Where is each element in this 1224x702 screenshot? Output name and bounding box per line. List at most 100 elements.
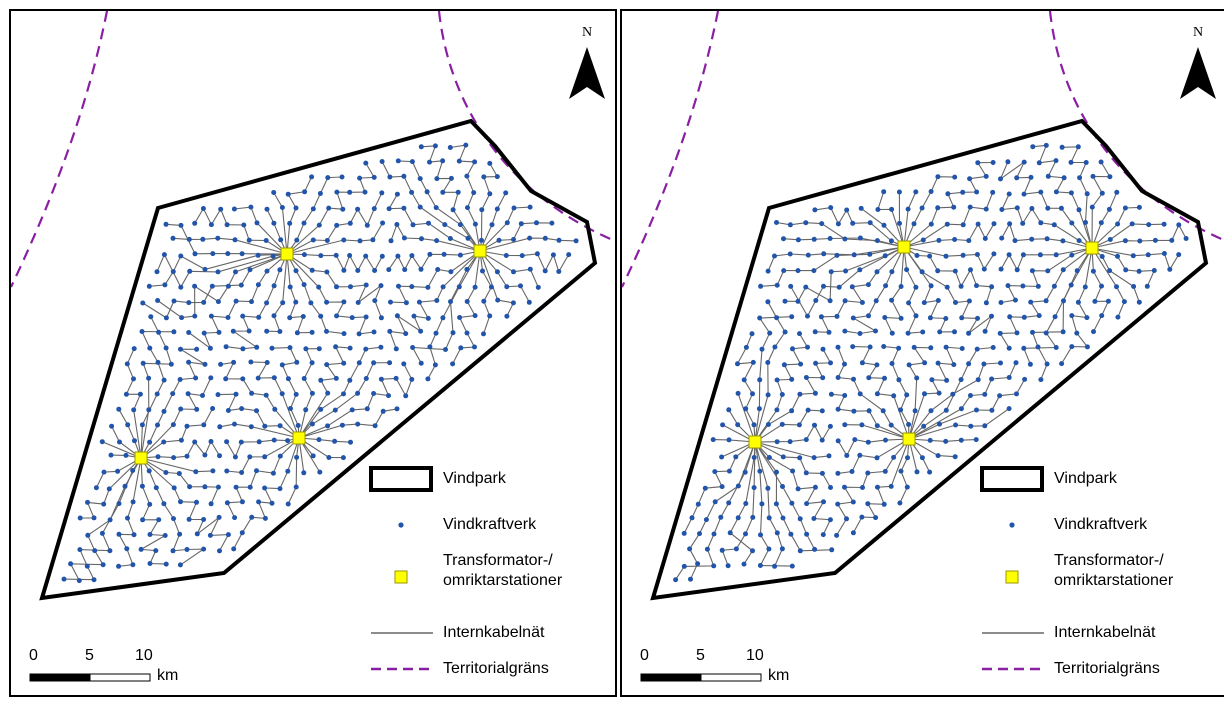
turbine-88 xyxy=(534,220,539,226)
turbine-68 xyxy=(224,222,230,228)
turbine-215 xyxy=(464,299,470,304)
turbine-392 xyxy=(161,439,167,445)
turbine-26 xyxy=(896,189,902,195)
turbine-51 xyxy=(340,206,346,212)
turbine-281 xyxy=(990,345,996,350)
turbine-40 xyxy=(487,191,493,197)
turbine-7 xyxy=(409,159,415,165)
turbine-42 xyxy=(200,206,206,211)
cable-string-32 xyxy=(479,222,552,252)
turbine-204 xyxy=(293,299,299,305)
cable-string-28 xyxy=(1091,161,1111,249)
turbine-326 xyxy=(989,376,995,382)
turbine-500 xyxy=(116,563,122,569)
turbine-392 xyxy=(835,438,841,444)
turbine-241 xyxy=(472,313,478,319)
turbine-481 xyxy=(177,531,183,537)
cable-string-2 xyxy=(814,206,905,248)
turbine-25 xyxy=(881,189,887,195)
turbine-320 xyxy=(255,375,261,381)
turbine-478 xyxy=(774,530,780,536)
turbine-69 xyxy=(867,220,873,226)
turbine-245 xyxy=(797,331,802,337)
turbine-220 xyxy=(789,314,795,320)
turbine-307 xyxy=(387,360,393,366)
turbine-13 xyxy=(309,174,315,180)
turbine-238 xyxy=(1069,313,1075,319)
turbine-179 xyxy=(316,284,322,290)
turbine-127 xyxy=(974,252,980,257)
turbine-355 xyxy=(819,408,825,414)
turbine-340 xyxy=(891,393,897,399)
turbine-98 xyxy=(920,237,926,243)
turbine-86 xyxy=(504,220,510,226)
turbine-161 xyxy=(464,266,470,272)
turbine-329 xyxy=(393,375,399,381)
turbine-375 xyxy=(827,423,833,429)
turbine-111 xyxy=(1137,238,1143,244)
cable-string-29 xyxy=(1091,192,1118,249)
turbine-152 xyxy=(324,269,330,275)
turbine-227 xyxy=(898,315,904,321)
turbine-97 xyxy=(888,238,894,244)
turbine-180 xyxy=(958,283,964,289)
turbine-0 xyxy=(1030,144,1036,150)
turbine-344 xyxy=(950,391,956,397)
turbine-425 xyxy=(193,469,199,475)
turbine-100 xyxy=(952,237,958,242)
turbine-64 xyxy=(163,221,169,227)
turbine-327 xyxy=(1006,375,1012,380)
cable-string-54 xyxy=(298,363,413,439)
legend-label-territorial: Territorialgräns xyxy=(443,660,549,677)
turbine-198 xyxy=(842,298,848,304)
turbine-384 xyxy=(968,423,974,429)
cable-string-31 xyxy=(1091,223,1165,249)
turbine-229 xyxy=(927,315,933,321)
turbine-397 xyxy=(943,438,949,444)
turbine-232 xyxy=(334,313,340,319)
turbine-316 xyxy=(835,375,841,380)
cable-string-34 xyxy=(1091,247,1156,287)
turbine-39 xyxy=(471,190,477,196)
turbine-362 xyxy=(288,406,293,411)
substation-2 xyxy=(902,432,916,446)
turbine-130 xyxy=(1020,252,1026,258)
turbine-134 xyxy=(441,251,447,257)
turbine-421 xyxy=(130,468,136,473)
turbine-430 xyxy=(270,470,276,476)
cable-string-7 xyxy=(903,176,955,248)
turbine-422 xyxy=(146,468,152,474)
turbine-401 xyxy=(316,437,322,443)
turbine-155 xyxy=(998,266,1004,272)
turbine-453 xyxy=(821,499,826,505)
scale-tick-0: 0 xyxy=(29,647,38,664)
turbine-263 xyxy=(433,330,439,336)
turbine-238 xyxy=(425,315,431,321)
turbine-309 xyxy=(1059,361,1065,367)
turbine-298 xyxy=(248,359,254,365)
turbine-162 xyxy=(480,268,485,274)
turbine-108 xyxy=(447,236,453,241)
turbine-22 xyxy=(1077,175,1083,181)
cable-string-30 xyxy=(479,192,507,252)
turbine-128 xyxy=(347,253,353,258)
turbine-199 xyxy=(859,300,865,305)
turbine-436 xyxy=(122,483,128,489)
turbine-450 xyxy=(116,501,122,507)
turbine-23 xyxy=(1090,173,1096,179)
turbine-244 xyxy=(782,329,788,335)
turbine-228 xyxy=(913,313,919,319)
map-canvas-left xyxy=(11,11,615,601)
turbine-68 xyxy=(850,220,856,226)
turbine-16 xyxy=(983,173,989,179)
turbine-191 xyxy=(504,284,510,290)
turbine-487 xyxy=(733,546,739,552)
turbine-234 xyxy=(1007,314,1013,320)
turbine-93 xyxy=(827,236,833,241)
cable-string-82 xyxy=(118,457,142,567)
turbine-495 xyxy=(217,548,222,554)
turbine-218 xyxy=(510,300,516,306)
scale-tick-10: 10 xyxy=(135,647,153,664)
turbine-221 xyxy=(805,313,810,319)
turbine-218 xyxy=(757,315,763,321)
